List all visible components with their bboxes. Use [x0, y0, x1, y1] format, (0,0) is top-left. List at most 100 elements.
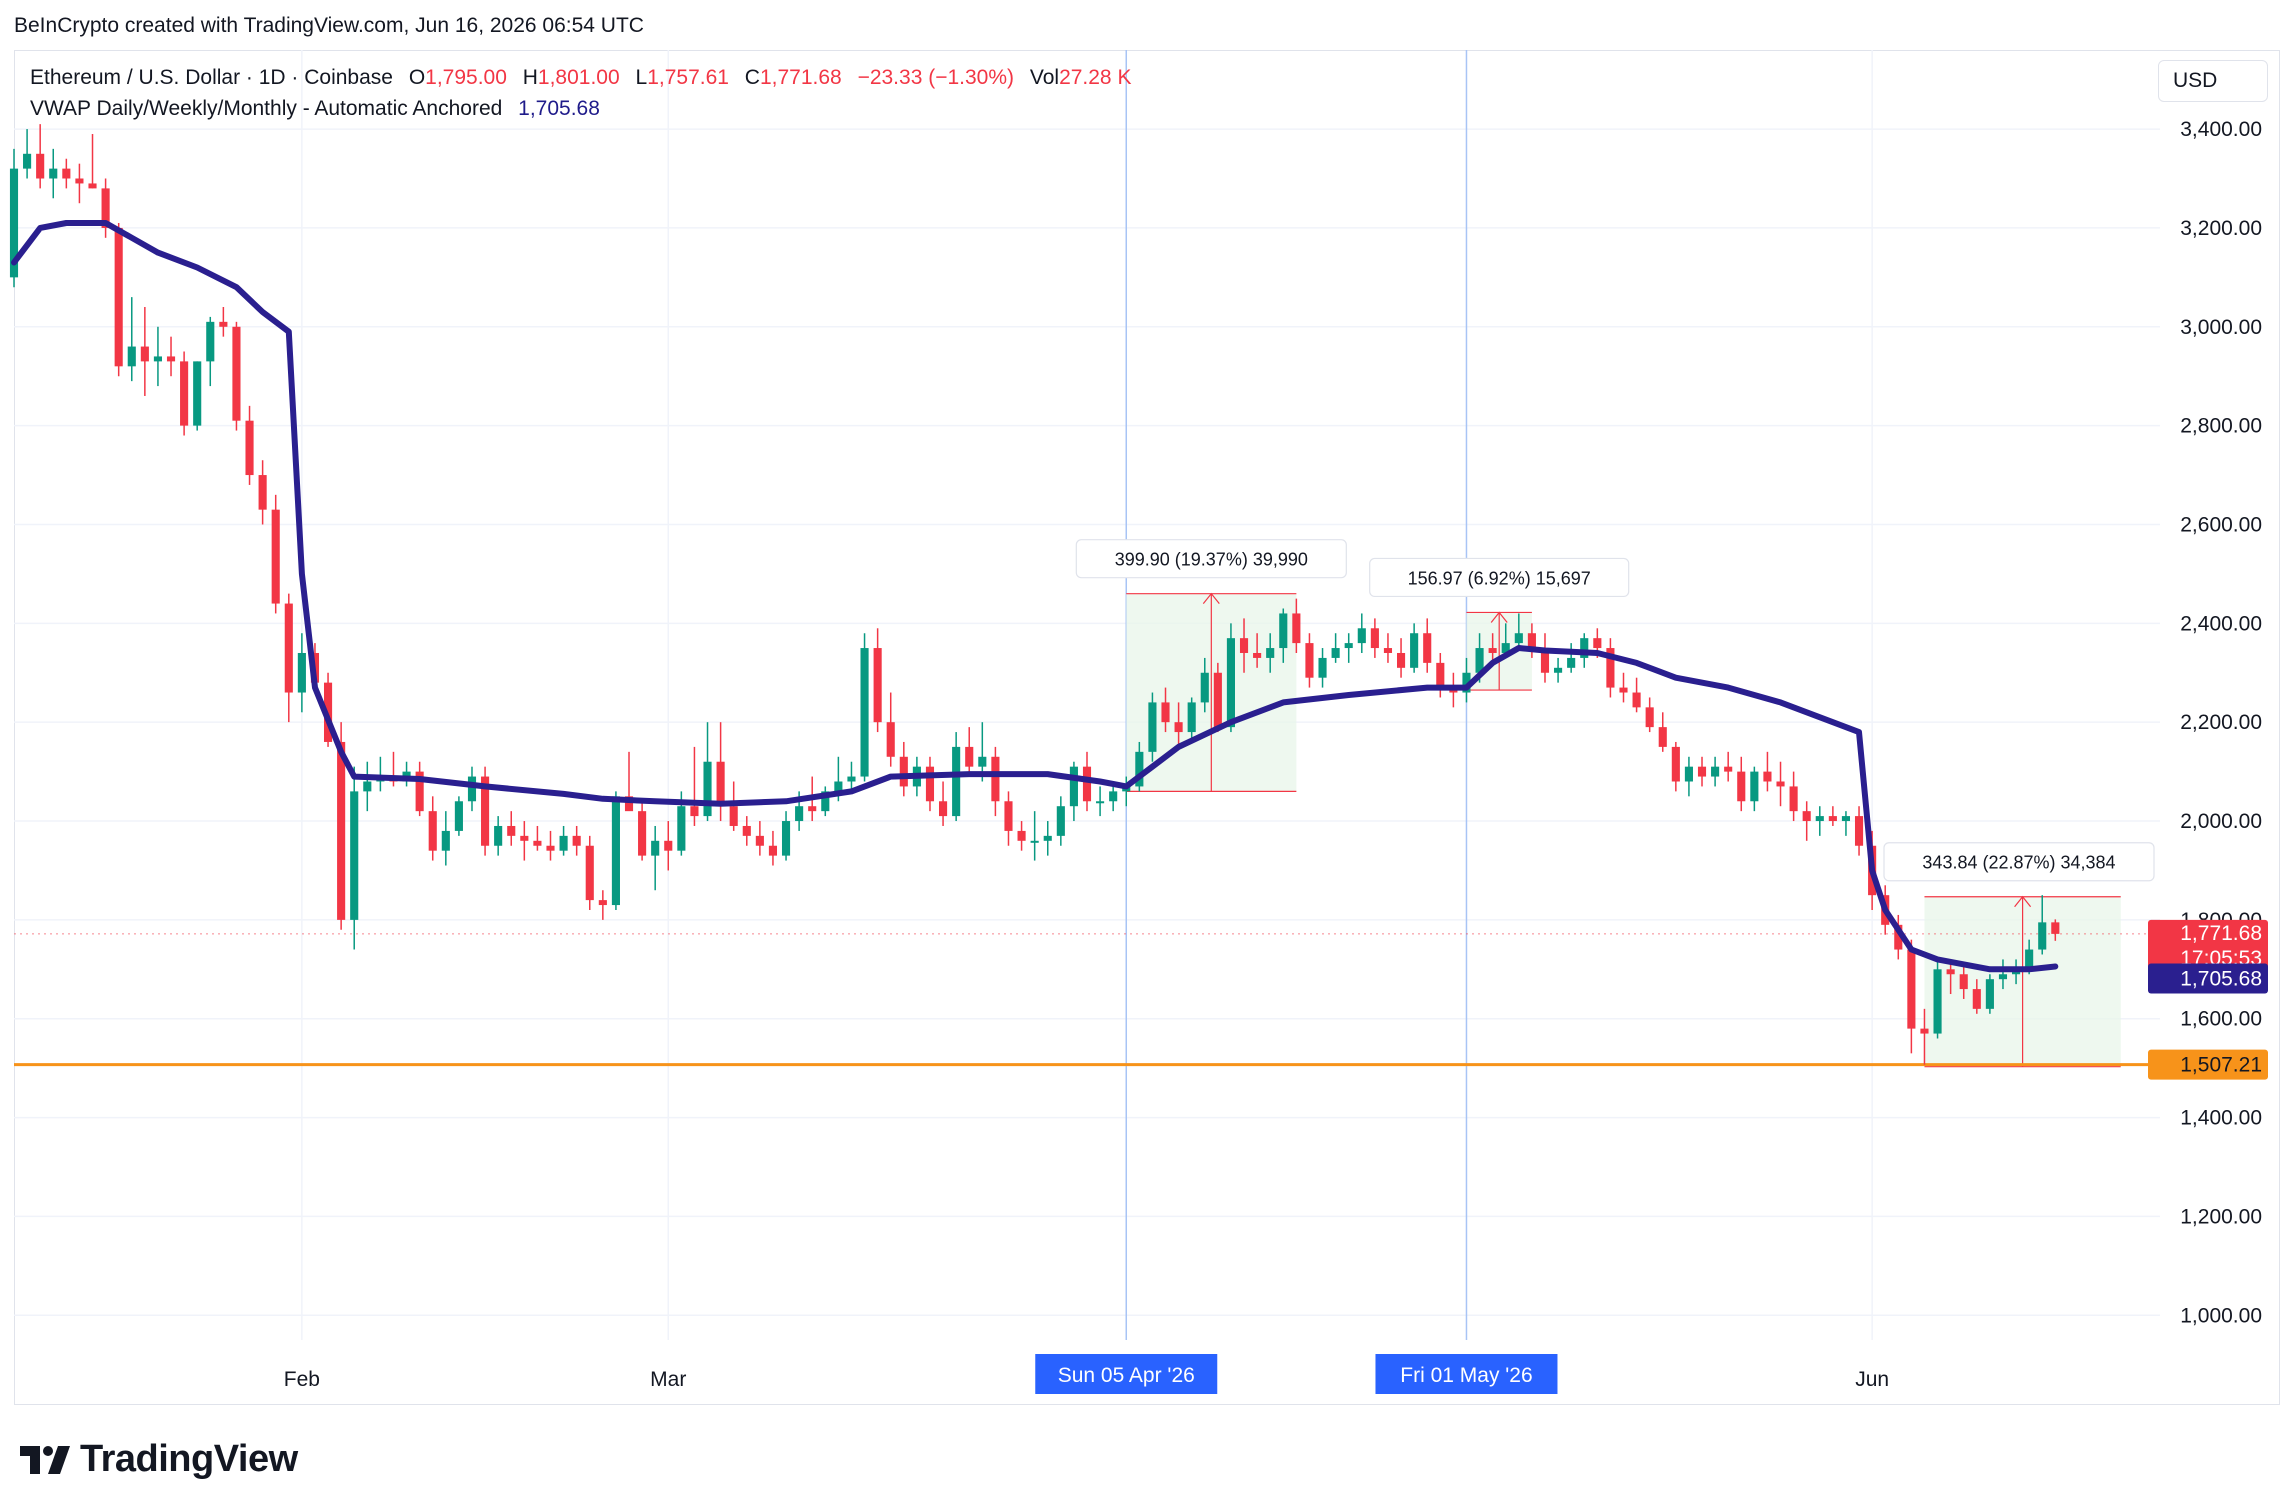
candle-body: [127, 346, 136, 367]
candle-body: [1554, 667, 1563, 673]
candle-body: [1174, 722, 1183, 733]
crosshair-date-label: Fri 01 May '26: [1400, 1364, 1532, 1387]
candle-body: [978, 756, 987, 767]
candle-body: [1815, 816, 1824, 822]
price-tick-label: 2,000.00: [2180, 810, 2262, 833]
candle-body: [1370, 628, 1379, 649]
legend-high-label: H: [522, 66, 538, 89]
currency-button[interactable]: USD: [2158, 60, 2268, 102]
candle-body: [1972, 989, 1981, 1009]
candle-body: [49, 168, 58, 179]
candle-body: [219, 321, 228, 327]
candle-body: [546, 845, 555, 851]
tradingview-logo[interactable]: TradingView: [20, 1438, 298, 1481]
candle-body: [1318, 657, 1327, 678]
candle-body: [860, 648, 869, 777]
candle-body: [834, 781, 843, 792]
candle-body: [232, 326, 241, 421]
support-line[interactable]: [14, 933, 2160, 1067]
price-tick-label: 1,000.00: [2180, 1304, 2262, 1327]
measure-arrow-head: [1490, 611, 1508, 623]
candle-body: [1920, 1028, 1929, 1034]
candle-body: [965, 746, 974, 767]
candle-body: [245, 420, 254, 476]
candle-body: [2038, 922, 2047, 950]
candle-body: [1357, 628, 1366, 644]
chart-legend: Ethereum / U.S. Dollar · 1D · Coinbase O…: [30, 62, 1131, 124]
measure-label-box: [1075, 539, 1347, 579]
candle-body: [1619, 687, 1628, 693]
chart-attribution: BeInCrypto created with TradingView.com,…: [14, 14, 644, 37]
candle-body: [703, 761, 712, 817]
time-tick-label: Mar: [650, 1368, 686, 1391]
legend-symbol[interactable]: Ethereum / U.S. Dollar · 1D · Coinbase: [30, 66, 393, 89]
price-tick-label: 1,400.00: [2180, 1107, 2262, 1130]
candle-body: [140, 346, 149, 362]
candle-body: [1030, 840, 1039, 843]
measure-label: 399.90 (19.37%) 39,990: [1115, 550, 1308, 570]
candle-body: [1344, 643, 1353, 649]
candle-body: [991, 756, 1000, 802]
crosshair-date-box: [1035, 1354, 1218, 1394]
candle-body: [1632, 692, 1641, 708]
candle-body: [1933, 969, 1942, 1034]
time-axis[interactable]: Feb Mar Jun Sun 05 Apr '26 Fri 01 May '26: [284, 1354, 1889, 1394]
candle-body: [1004, 801, 1013, 831]
candle-body: [284, 603, 293, 693]
candle-body: [1998, 974, 2008, 980]
legend-change: −23.33 (−1.30%): [857, 66, 1015, 89]
candle-body: [101, 188, 110, 228]
candle-body: [1410, 633, 1419, 668]
legend-close-label: C: [744, 66, 760, 89]
candle-body: [598, 900, 607, 906]
candle-body: [1802, 811, 1811, 822]
candle-body: [1606, 648, 1615, 688]
candle-body: [1684, 766, 1693, 782]
candle-body: [415, 771, 424, 812]
legend-high: 1,801.00: [537, 66, 620, 89]
candle-body: [1043, 835, 1052, 841]
candle-body: [690, 806, 699, 817]
candle-body: [1894, 924, 1903, 950]
support-price-tag-label: 1,507.21: [2180, 1054, 2262, 1077]
price-axis[interactable]: 3,400.00 3,200.00 3,000.00 2,800.00 2,600.00…: [2180, 118, 2262, 1327]
candle-body: [1148, 702, 1157, 752]
measure-arrow-head: [1202, 592, 1220, 605]
candle-body: [1331, 648, 1340, 658]
candle-body: [1135, 751, 1144, 787]
candle-body: [651, 840, 660, 856]
candle-body: [1828, 816, 1837, 822]
candle-body: [1292, 613, 1301, 644]
price-tick-label: 1,600.00: [2180, 1008, 2262, 1031]
candle-body: [2051, 922, 2060, 934]
vwap-price-tag-label: 1,705.68: [2180, 968, 2262, 991]
candle-body: [899, 756, 908, 787]
candle-body: [1383, 648, 1393, 653]
chart-area[interactable]: [14, 50, 2280, 1405]
candle-body: [1279, 613, 1288, 649]
price-tick-label: 3,000.00: [2180, 316, 2262, 339]
candle-body: [716, 761, 725, 807]
candle-body: [1200, 672, 1209, 703]
candle-body: [1946, 969, 1955, 975]
candle-body: [520, 835, 529, 841]
tradingview-wordmark: TradingView: [80, 1438, 298, 1480]
candle-body: [664, 840, 673, 851]
candle-body: [467, 776, 477, 802]
candle-body: [428, 811, 437, 851]
candle-body: [768, 845, 778, 856]
candle-body: [2025, 949, 2034, 970]
candle-body: [1724, 766, 1733, 772]
vwap-indicator[interactable]: [11, 220, 2059, 973]
candle-body: [1226, 638, 1235, 728]
legend-indicator[interactable]: VWAP Daily/Weekly/Monthly - Automatic An…: [30, 97, 503, 120]
candle-body: [9, 168, 19, 278]
candle-body: [1253, 652, 1262, 658]
candle-body: [1580, 638, 1589, 658]
time-tick-label: Jun: [1855, 1368, 1889, 1391]
candle-body: [1423, 633, 1432, 663]
measurement-tools[interactable]: 399.90 (19.37%) 39,990 156.97 (6.92%) 15,…: [1075, 539, 2155, 1068]
candle-body: [1109, 791, 1118, 802]
legend-indicator-value: 1,705.68: [518, 97, 600, 120]
